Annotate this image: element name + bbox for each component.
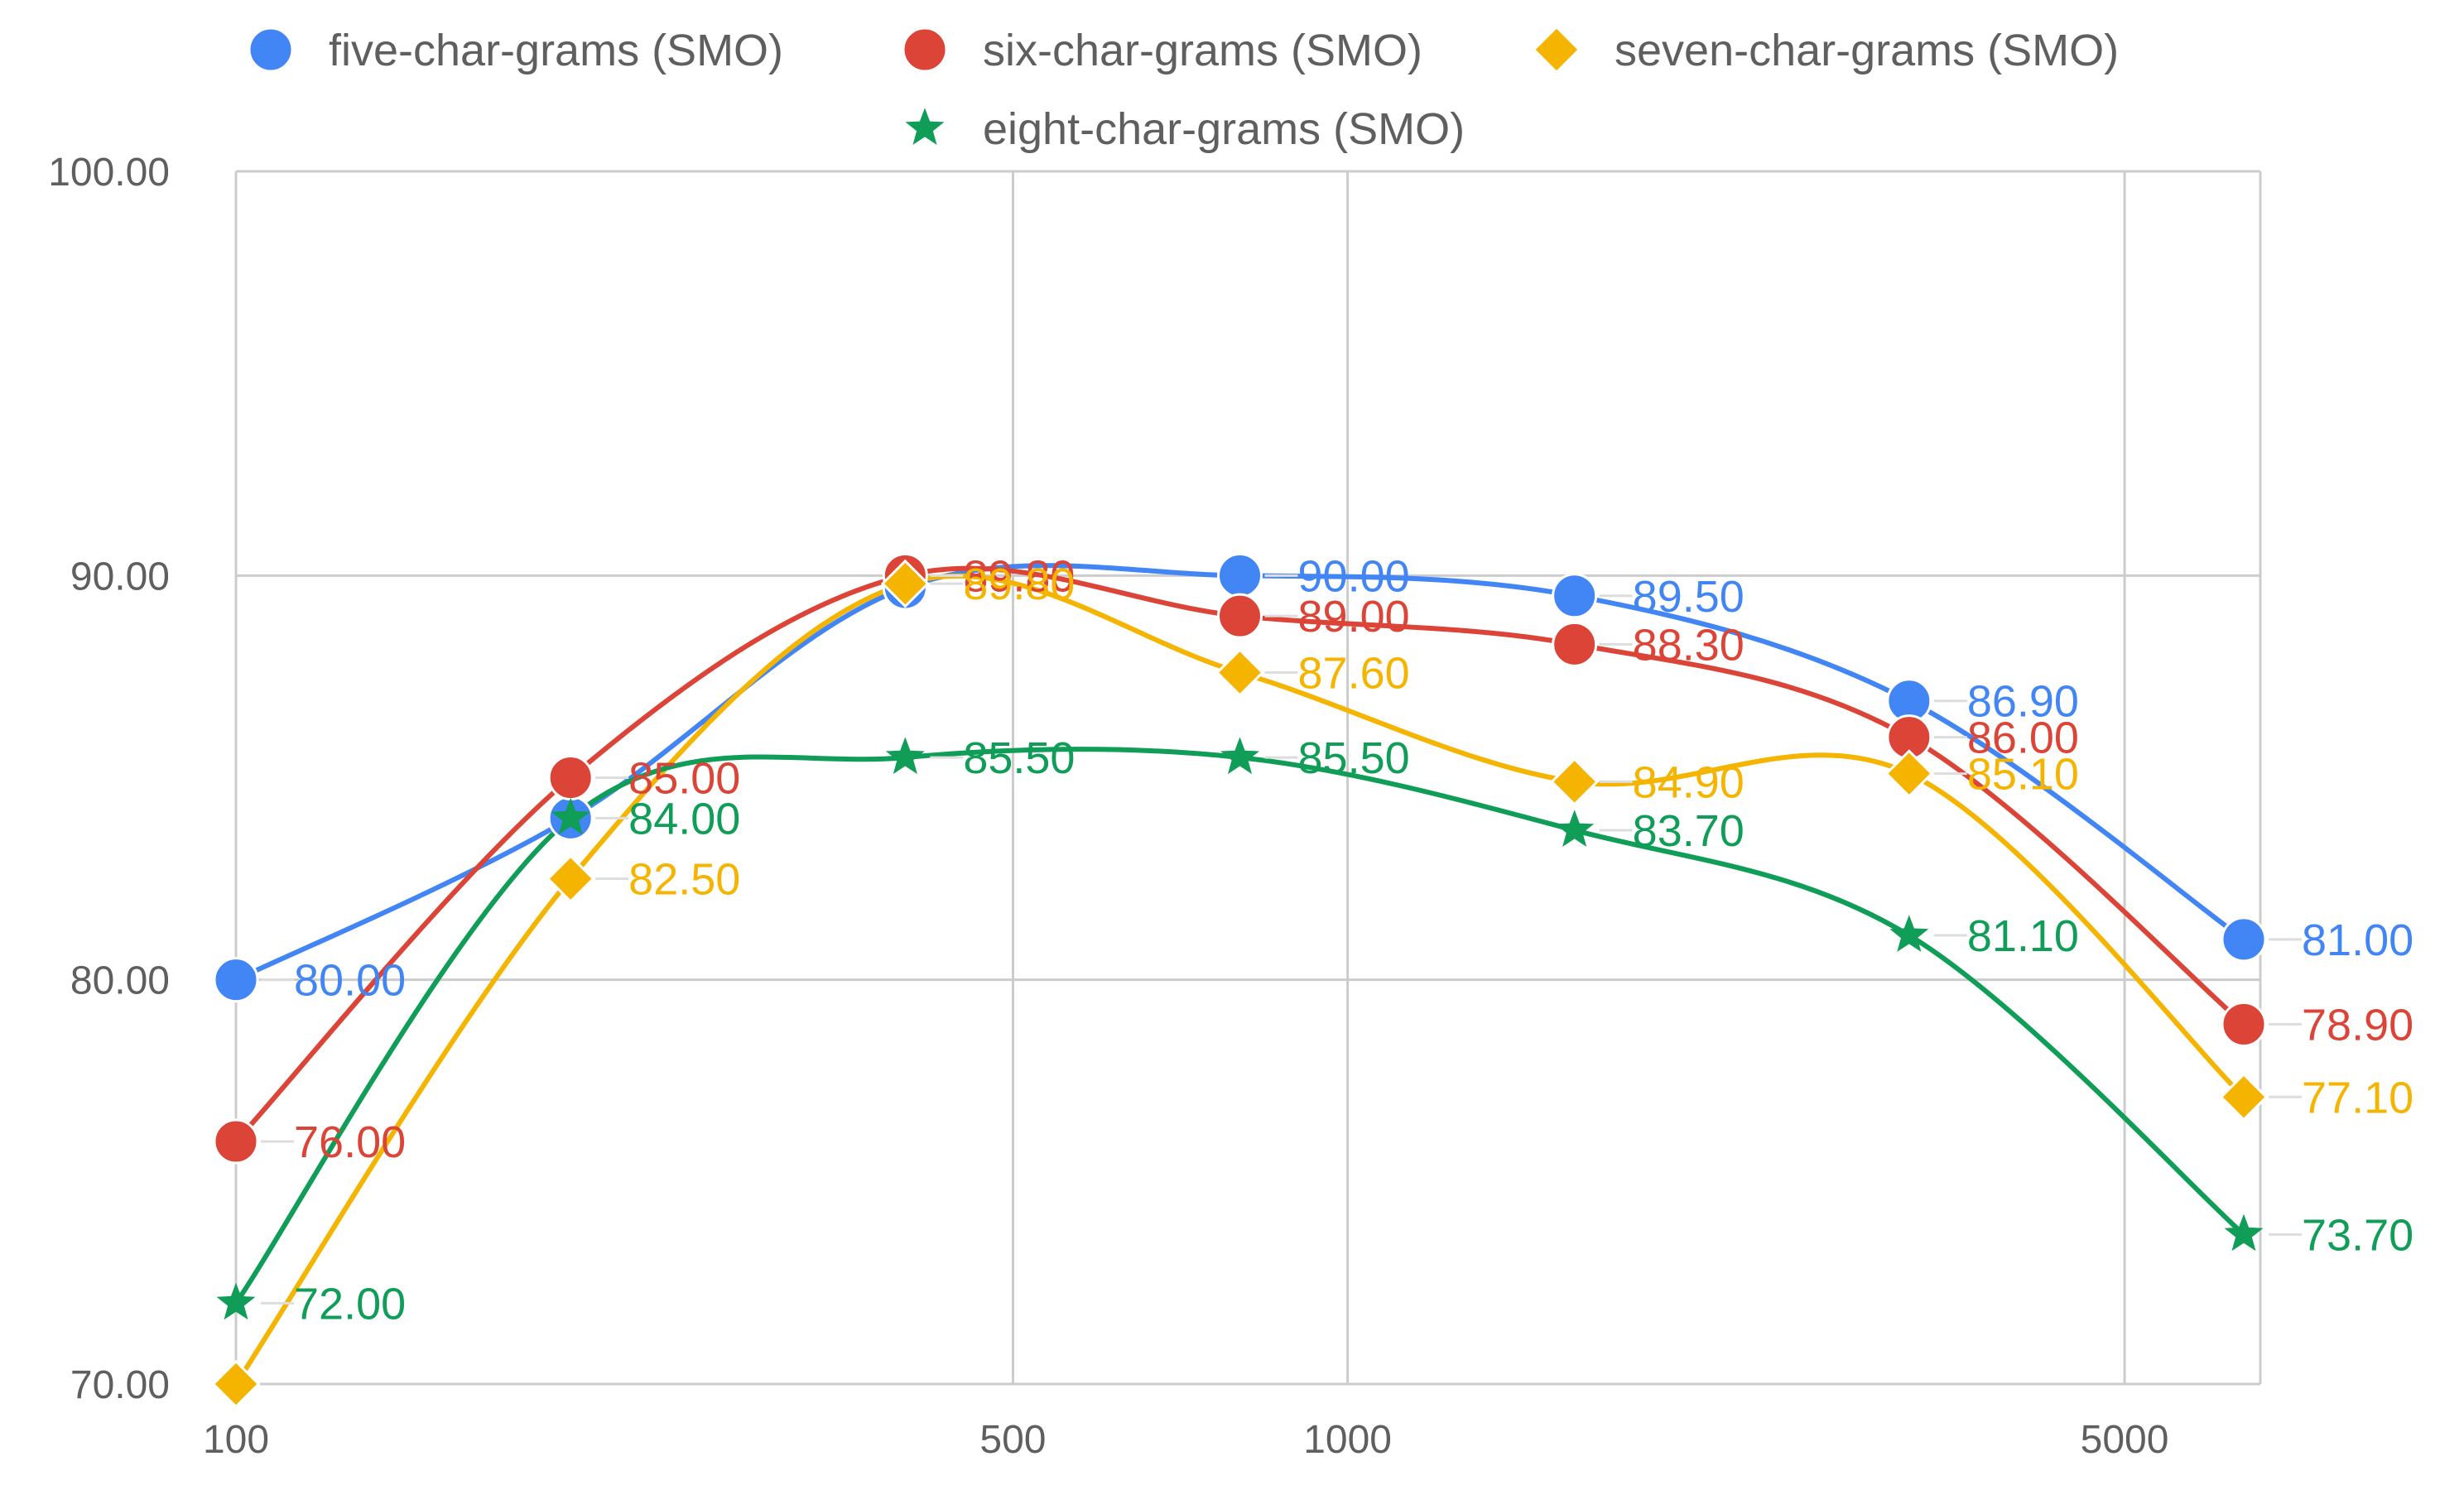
- legend-marker-eight-char-grams-smo: [905, 108, 945, 145]
- data-label-eight-char-grams-smo: 85.50: [1298, 733, 1410, 783]
- data-point-six-char-grams-smo: [1552, 621, 1598, 667]
- data-point-eight-char-grams-smo: [216, 1282, 256, 1320]
- data-label-eight-char-grams-smo: 84.00: [628, 794, 740, 843]
- data-point-five-char-grams-smo: [213, 957, 259, 1003]
- data-point-six-char-grams-smo: [547, 755, 594, 800]
- data-label-five-char-grams-smo: 89.50: [1633, 572, 1745, 622]
- data-point-eight-char-grams-smo: [885, 737, 925, 775]
- x-tick-label: 1000: [1303, 1418, 1392, 1462]
- legend-label-five-char-grams-smo: five-char-grams (SMO): [329, 26, 783, 75]
- data-point-five-char-grams-smo: [1552, 573, 1598, 619]
- data-label-seven-char-grams-smo: 77.10: [2302, 1073, 2413, 1122]
- legend-label-six-char-grams-smo: six-char-grams (SMO): [983, 26, 1422, 75]
- data-label-six-char-grams-smo: 76.00: [294, 1117, 406, 1167]
- x-tick-label: 5000: [2081, 1418, 2169, 1462]
- y-tick-label: 70.00: [70, 1363, 170, 1407]
- data-point-seven-char-grams-smo: [1215, 648, 1264, 697]
- legend-marker-six-char-grams-smo: [902, 26, 948, 73]
- data-point-eight-char-grams-smo: [2224, 1213, 2264, 1252]
- data-label-eight-char-grams-smo: 85.50: [963, 733, 1075, 783]
- legend-marker-seven-char-grams-smo: [1532, 25, 1581, 74]
- data-label-six-char-grams-smo: 86.00: [1967, 714, 2079, 763]
- data-point-seven-char-grams-smo: [880, 559, 930, 608]
- data-label-seven-char-grams-smo: 87.60: [1298, 649, 1410, 699]
- data-label-five-char-grams-smo: 81.00: [2302, 916, 2413, 965]
- data-point-eight-char-grams-smo: [1889, 915, 1929, 952]
- legend-label-seven-char-grams-smo: seven-char-grams (SMO): [1615, 26, 2119, 75]
- data-label-seven-char-grams-smo: 89.80: [963, 560, 1075, 609]
- data-point-seven-char-grams-smo: [1550, 757, 1600, 806]
- data-point-eight-char-grams-smo: [1220, 737, 1259, 775]
- data-point-seven-char-grams-smo: [2219, 1072, 2269, 1122]
- data-point-eight-char-grams-smo: [551, 797, 590, 835]
- data-point-eight-char-grams-smo: [1555, 810, 1595, 847]
- data-label-six-char-grams-smo: 88.30: [1633, 620, 1745, 670]
- x-tick-label: 500: [979, 1418, 1046, 1462]
- data-label-five-char-grams-smo: 90.00: [1298, 551, 1410, 601]
- data-label-seven-char-grams-smo: 84.90: [1633, 757, 1745, 807]
- data-label-six-char-grams-smo: 89.80: [963, 551, 1075, 601]
- x-axis: 100 500 1000 5000: [203, 1418, 2168, 1462]
- data-labels: 80.00 90.00 89.50 86.90 81.00 76.00 85.00 89.80…: [261, 551, 2413, 1329]
- data-point-six-char-grams-smo: [213, 1118, 259, 1165]
- data-label-eight-char-grams-smo: 72.00: [294, 1279, 406, 1329]
- data-label-five-char-grams-smo: 80.00: [294, 956, 406, 1006]
- y-tick-label: 90.00: [70, 555, 170, 598]
- data-label-eight-char-grams-smo: 73.70: [2302, 1210, 2413, 1260]
- data-label-six-char-grams-smo: 89.00: [1298, 592, 1410, 642]
- data-point-seven-char-grams-smo: [1884, 749, 1934, 799]
- data-point-seven-char-grams-smo: [546, 854, 595, 904]
- legend-label-eight-char-grams-smo: eight-char-grams (SMO): [983, 104, 1465, 154]
- data-label-six-char-grams-smo: 85.00: [628, 754, 740, 804]
- legend: five-char-grams (SMO) six-char-grams (SMO…: [248, 25, 2119, 154]
- series-line-eight-char-grams-smo: [233, 746, 2246, 1305]
- series-markers: [211, 552, 2269, 1409]
- data-point-seven-char-grams-smo: [211, 1359, 261, 1409]
- x-tick-label: 100: [203, 1418, 269, 1462]
- grid: [234, 170, 2262, 1386]
- data-label-six-char-grams-smo: 78.90: [2302, 1000, 2413, 1050]
- legend-marker-five-char-grams-smo: [248, 26, 294, 73]
- data-point-five-char-grams-smo: [2221, 916, 2267, 963]
- data-label-eight-char-grams-smo: 81.10: [1967, 911, 2079, 961]
- data-point-six-char-grams-smo: [2221, 1001, 2267, 1047]
- y-axis: 70.00 80.00 90.00 100.00: [48, 151, 170, 1407]
- data-label-seven-char-grams-smo: 82.50: [628, 855, 740, 905]
- data-label-five-char-grams-smo: 86.90: [1967, 677, 2079, 727]
- data-point-five-char-grams-smo: [1217, 552, 1263, 598]
- y-tick-label: 80.00: [70, 959, 170, 1003]
- y-tick-label: 100.00: [48, 151, 170, 195]
- data-label-eight-char-grams-smo: 83.70: [1633, 806, 1745, 856]
- data-point-six-char-grams-smo: [1217, 593, 1263, 639]
- data-label-seven-char-grams-smo: 85.10: [1967, 750, 2079, 800]
